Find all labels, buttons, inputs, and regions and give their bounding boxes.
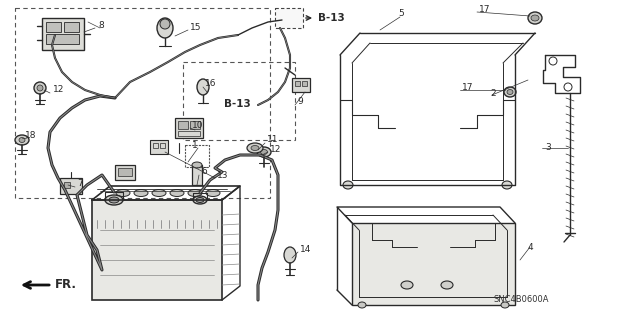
Bar <box>352 223 515 305</box>
Ellipse shape <box>160 19 170 29</box>
Bar <box>115 165 135 180</box>
Text: FR.: FR. <box>55 278 77 292</box>
Ellipse shape <box>192 162 202 168</box>
Bar <box>175 118 203 138</box>
Bar <box>153 143 158 148</box>
Ellipse shape <box>105 195 123 205</box>
Text: 8: 8 <box>98 20 104 29</box>
Bar <box>292 78 310 92</box>
Bar <box>42 18 84 50</box>
Ellipse shape <box>15 135 29 145</box>
Ellipse shape <box>134 189 148 197</box>
Text: 13: 13 <box>217 170 228 180</box>
Text: 17: 17 <box>462 83 474 92</box>
Bar <box>160 143 165 148</box>
Text: 5: 5 <box>398 10 404 19</box>
Bar <box>275 8 303 28</box>
Ellipse shape <box>441 281 453 289</box>
Ellipse shape <box>401 281 413 289</box>
Ellipse shape <box>197 79 209 95</box>
Bar <box>185 145 209 167</box>
Ellipse shape <box>257 147 271 157</box>
Bar <box>295 81 300 86</box>
Text: 9: 9 <box>297 98 303 107</box>
Ellipse shape <box>531 15 539 21</box>
Text: 7: 7 <box>77 179 83 188</box>
Ellipse shape <box>251 145 259 151</box>
Ellipse shape <box>284 247 296 263</box>
Bar <box>118 168 132 176</box>
Text: 11: 11 <box>267 136 278 145</box>
Ellipse shape <box>501 302 509 308</box>
Bar <box>60 178 82 194</box>
Bar <box>46 22 61 32</box>
Ellipse shape <box>504 87 516 97</box>
Bar <box>92 200 222 300</box>
Text: 16: 16 <box>205 79 216 88</box>
Ellipse shape <box>34 82 46 94</box>
Bar <box>192 165 202 185</box>
Text: 12: 12 <box>270 145 282 153</box>
Ellipse shape <box>188 189 202 197</box>
Text: 10: 10 <box>192 121 204 130</box>
Ellipse shape <box>507 90 513 94</box>
Ellipse shape <box>358 302 366 308</box>
Ellipse shape <box>170 189 184 197</box>
Bar <box>64 22 79 32</box>
Ellipse shape <box>116 189 130 197</box>
Ellipse shape <box>109 197 119 203</box>
Text: 14: 14 <box>300 246 312 255</box>
Text: 2: 2 <box>490 88 495 98</box>
Ellipse shape <box>343 181 353 189</box>
Text: 6: 6 <box>201 167 207 176</box>
Bar <box>190 121 200 129</box>
Bar <box>178 121 188 129</box>
Text: SNC4B0600A: SNC4B0600A <box>494 295 550 305</box>
Text: 4: 4 <box>528 242 534 251</box>
Bar <box>183 62 295 140</box>
Ellipse shape <box>196 197 204 203</box>
Ellipse shape <box>528 12 542 24</box>
Text: 17: 17 <box>479 4 490 13</box>
Text: 18: 18 <box>25 130 36 139</box>
Text: 15: 15 <box>190 23 202 32</box>
Bar <box>302 81 307 86</box>
Bar <box>15 8 270 198</box>
Text: 1: 1 <box>192 140 198 150</box>
Bar <box>64 182 70 188</box>
Ellipse shape <box>260 150 268 154</box>
Text: 12: 12 <box>53 85 65 94</box>
Ellipse shape <box>37 85 43 91</box>
Ellipse shape <box>152 189 166 197</box>
Ellipse shape <box>193 196 207 204</box>
Ellipse shape <box>19 137 25 143</box>
Bar <box>46 34 79 44</box>
Text: B-13: B-13 <box>318 13 345 23</box>
Bar <box>178 131 200 136</box>
Bar <box>150 140 168 154</box>
Ellipse shape <box>247 143 263 153</box>
Ellipse shape <box>502 181 512 189</box>
Ellipse shape <box>206 189 220 197</box>
Text: 3: 3 <box>545 144 551 152</box>
Ellipse shape <box>157 18 173 38</box>
Text: B-13: B-13 <box>224 99 251 109</box>
